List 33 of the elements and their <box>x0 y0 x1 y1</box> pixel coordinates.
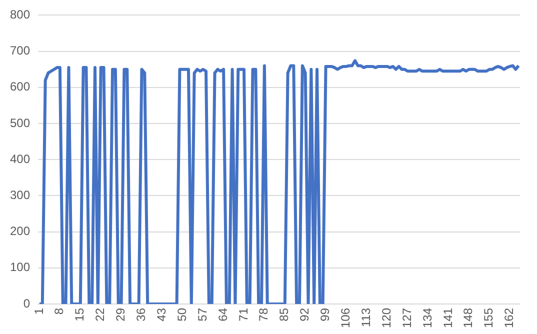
x-tick-label: 57 <box>195 308 210 322</box>
y-tick-label: 300 <box>10 188 30 202</box>
x-tick-label: 1 <box>32 308 46 315</box>
x-tick-label: 15 <box>72 308 87 322</box>
x-tick-label: 155 <box>482 308 496 328</box>
x-tick-label: 99 <box>318 308 332 322</box>
y-tick-label: 400 <box>10 152 30 166</box>
x-tick-label: 162 <box>502 308 516 328</box>
x-tick-label: 36 <box>134 308 148 322</box>
x-tick-label: 8 <box>52 308 66 315</box>
x-tick-label: 85 <box>277 308 292 322</box>
x-tick-label: 78 <box>256 308 271 322</box>
y-tick-label: 100 <box>10 260 30 274</box>
y-tick-label: 700 <box>10 44 30 58</box>
x-tick-label: 141 <box>440 308 455 328</box>
y-tick-label: 500 <box>10 116 30 130</box>
y-tick-label: 800 <box>10 8 30 22</box>
x-tick-label: 148 <box>461 308 476 328</box>
x-tick-label: 92 <box>298 308 312 322</box>
x-tick-label: 50 <box>174 308 189 322</box>
x-tick-label: 22 <box>93 308 108 322</box>
x-tick-label: 127 <box>400 308 414 328</box>
y-tick-label: 600 <box>10 80 30 94</box>
y-tick-label: 0 <box>23 296 30 310</box>
x-tick-label: 134 <box>420 308 434 328</box>
y-tick-label: 200 <box>10 224 30 238</box>
x-tick-label: 71 <box>236 308 250 322</box>
x-tick-label: 43 <box>154 308 168 322</box>
x-tick-label: 106 <box>338 308 353 328</box>
x-tick-label: 120 <box>379 308 394 328</box>
x-tick-label: 29 <box>114 308 128 322</box>
x-tick-label: 64 <box>216 308 230 322</box>
x-tick-label: 113 <box>358 308 373 328</box>
